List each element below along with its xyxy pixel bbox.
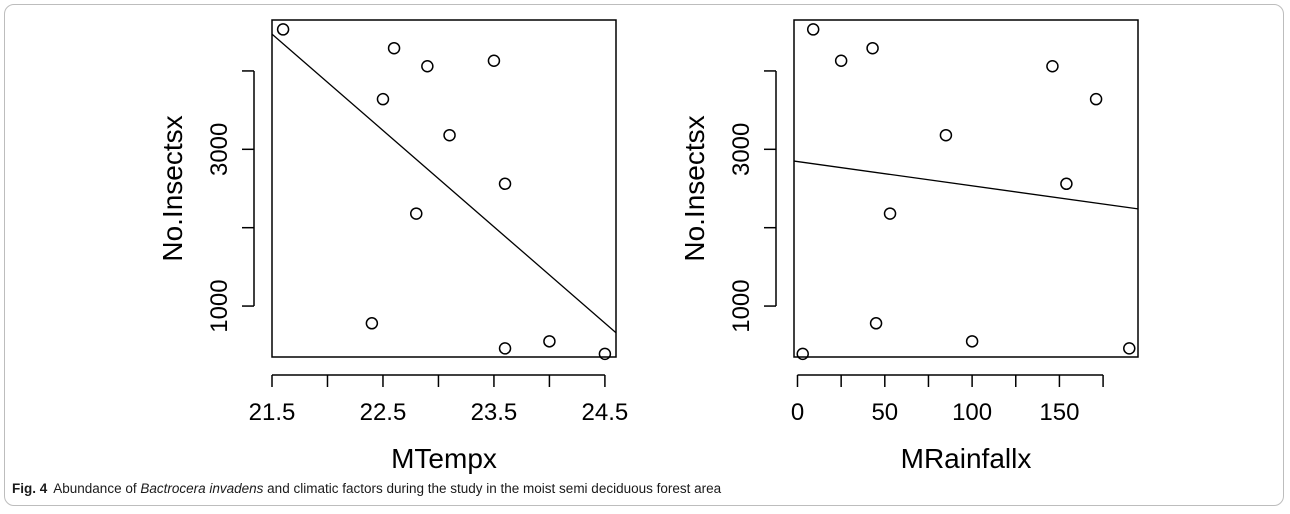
temp-x-axis-title: MTempx <box>391 443 497 474</box>
rainfall-plot-area <box>793 19 1139 358</box>
temp-data-point <box>498 342 512 355</box>
rainfall-data-point <box>796 347 809 361</box>
figure-label: Fig. 4 <box>12 481 48 496</box>
rainfall-data-point <box>869 317 883 330</box>
rainfall-x-tick-label: 0 <box>791 399 804 426</box>
rainfall-x-axis-title: MRainfallx <box>901 443 1032 474</box>
temp-x-tick-label: 23.5 <box>471 399 518 426</box>
rainfall-y-tick-label: 1000 <box>728 279 755 332</box>
rainfall-regression-line <box>793 160 1139 210</box>
temp-x-tick-label: 24.5 <box>582 399 629 426</box>
temp-data-point <box>598 347 612 361</box>
temp-y-tick-label: 1000 <box>206 279 233 332</box>
rainfall-data-point <box>1089 92 1103 106</box>
rainfall-data-point <box>939 128 953 142</box>
temp-x-tick-label: 21.5 <box>249 399 296 426</box>
caption-species: Bactrocera invadens <box>140 481 264 496</box>
temp-data-point <box>387 41 401 55</box>
rainfall-x-tick-label: 150 <box>1039 399 1079 426</box>
temp-data-point <box>498 177 512 191</box>
rainfall-data-point <box>1060 177 1073 191</box>
rainfall-data-point <box>834 54 848 68</box>
rainfall-x-tick-label: 100 <box>952 399 992 426</box>
rainfall-x-tick-label: 50 <box>871 399 898 426</box>
temp-regression-line <box>271 33 617 334</box>
temp-data-point <box>376 92 390 106</box>
figure-caption: Fig. 4 Abundance of Bactrocera invadens a… <box>12 481 1272 496</box>
rainfall-y-axis-title: No.Insectsx <box>679 115 710 261</box>
temp-data-point <box>410 207 423 220</box>
rainfall-data-point <box>806 23 820 36</box>
temp-y-tick-label: 3000 <box>206 123 233 176</box>
figure-frame <box>4 4 1284 506</box>
temp-data-point <box>443 128 456 142</box>
rainfall-data-point <box>1123 342 1136 355</box>
temp-data-point <box>543 335 556 348</box>
caption-text-after: and climatic factors during the study in… <box>263 481 722 496</box>
rainfall-data-point <box>883 207 897 220</box>
temp-x-tick-label: 22.5 <box>360 399 407 426</box>
caption-text-before: Abundance of <box>53 481 141 496</box>
temp-data-point <box>421 59 434 73</box>
temp-data-point <box>487 54 501 68</box>
temp-data-point <box>276 23 290 36</box>
rainfall-y-tick-label: 3000 <box>728 123 755 176</box>
temp-data-point <box>365 317 379 330</box>
rainfall-data-point <box>1046 59 1059 73</box>
rainfall-data-point <box>965 335 979 348</box>
temp-y-axis-title: No.Insectsx <box>157 115 188 261</box>
temp-plot-area <box>271 19 617 358</box>
rainfall-data-point <box>866 41 879 55</box>
